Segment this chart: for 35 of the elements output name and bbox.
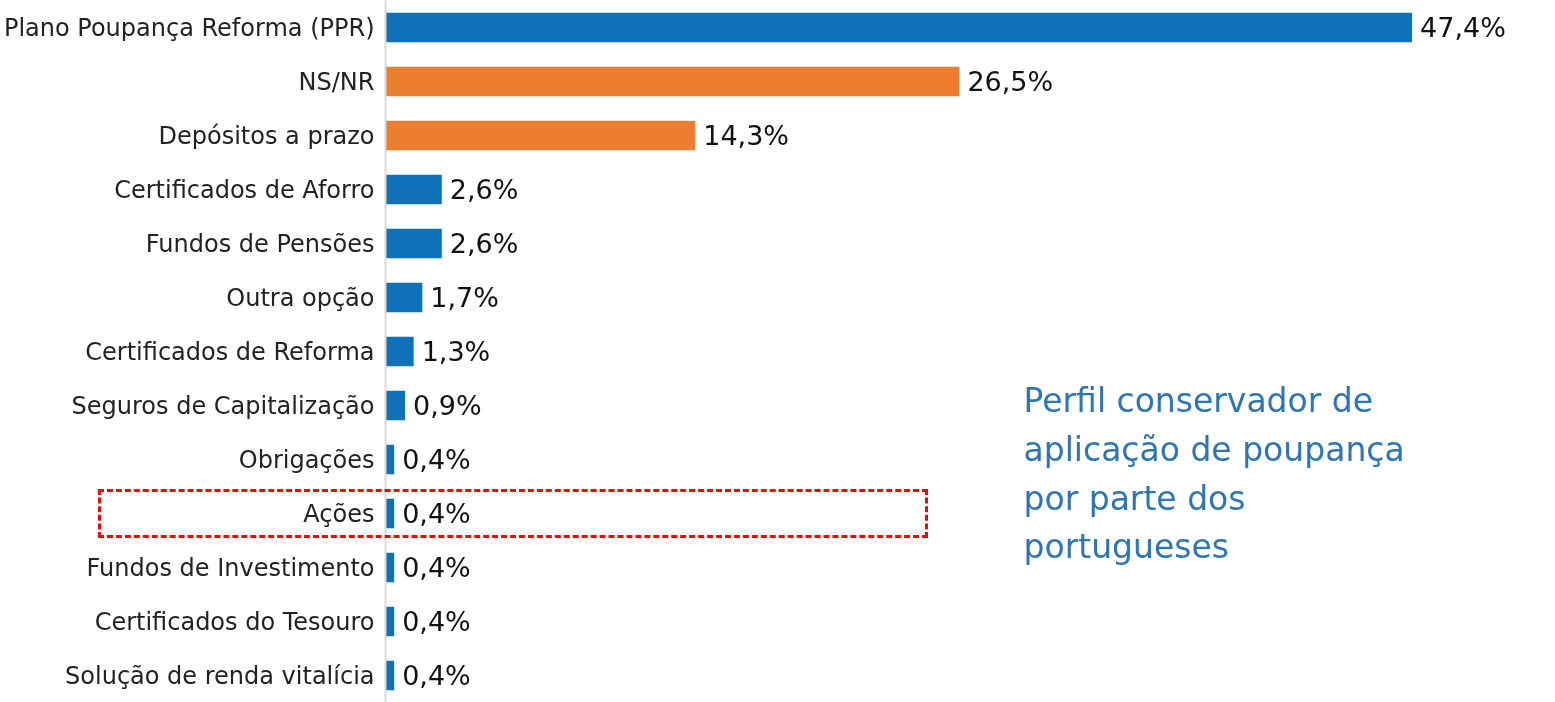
- data-label: 2,6%: [449, 174, 519, 205]
- y-tick-label: Ações: [303, 499, 375, 528]
- data-label: 2,6%: [449, 228, 519, 259]
- bar: [385, 282, 423, 313]
- data-label: 26,5%: [967, 66, 1054, 97]
- data-label: 1,3%: [421, 336, 491, 367]
- y-tick-label: Solução de renda vitalícia: [65, 661, 375, 690]
- data-label: 0,9%: [412, 390, 482, 421]
- y-tick-label: Certificados do Tesouro: [94, 607, 375, 636]
- annotation: Perfil conservador de aplicação de poupança por parte dos portugueses: [1023, 381, 1405, 567]
- bar: [385, 390, 405, 421]
- data-label: 0,4%: [402, 552, 471, 583]
- data-label: 14,3%: [703, 120, 789, 151]
- y-tick-label: Obrigações: [238, 445, 375, 474]
- y-tick-label: Fundos de Pensões: [145, 229, 375, 258]
- y-tick-label: Certificados de Reforma: [85, 337, 375, 366]
- y-tick-label: Plano Poupança Reforma (PPR): [3, 13, 375, 42]
- data-label: 1,7%: [430, 282, 499, 313]
- y-tick-label: Seguros de Capitalização: [71, 391, 375, 420]
- y-tick-label: Certificados de Aforro: [114, 175, 375, 204]
- y-tick-label: Fundos de Investimento: [86, 553, 375, 582]
- data-label: 0,4%: [402, 498, 471, 529]
- y-tick-label: NS/NR: [298, 67, 375, 96]
- bar: [385, 228, 442, 259]
- bar: [385, 174, 442, 205]
- data-label: 47,4%: [1420, 12, 1506, 43]
- y-tick-label: Depósitos a prazo: [158, 121, 375, 150]
- bar: [385, 66, 960, 97]
- y-tick-label: Outra opção: [226, 283, 375, 312]
- bar: [385, 120, 696, 151]
- bar: [385, 336, 414, 367]
- data-label: 0,4%: [402, 606, 471, 637]
- data-label: 0,4%: [402, 660, 471, 691]
- data-label: 0,4%: [402, 444, 471, 475]
- bar: [385, 12, 1413, 43]
